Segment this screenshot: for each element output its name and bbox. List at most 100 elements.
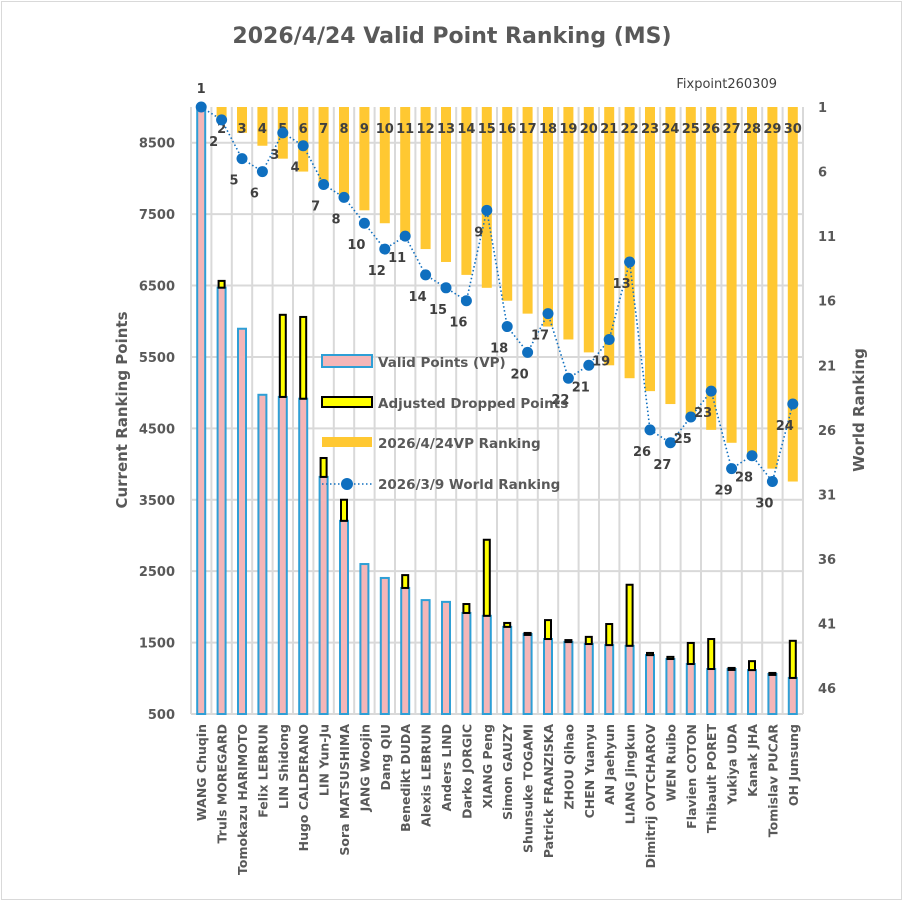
vp-ranking-label: 19 [559,122,577,137]
world-ranking-label: 12 [368,264,386,279]
vp-ranking-bar [420,107,431,250]
category-label: LIN Yun-Ju [317,724,332,796]
category-label: Darko JORGIC [459,724,474,819]
category-label: Hugo CALDERANO [296,724,311,851]
category-label: Truls MOREGARD [215,724,230,843]
dropped-points-bar [482,538,491,617]
world-ranking-label: 8 [331,212,340,227]
world-ranking-label: 24 [776,419,794,434]
vp-ranking-label: 13 [437,122,455,137]
valid-points-bar [441,600,451,716]
category-label: Kanak JHA [745,724,760,797]
vp-ranking-bar [318,107,329,185]
dropped-points-bar [278,313,287,398]
world-ranking-marker [277,127,289,139]
world-ranking-label: 17 [531,329,549,344]
world-ranking-marker [603,333,615,345]
valid-points-bar [420,599,431,715]
dropped-points-bar [686,641,695,666]
valid-points-bar [359,563,370,715]
category-label: LIN Shidong [276,724,291,809]
world-ranking-label: 13 [613,277,631,292]
chart-title: 2026/4/24 Valid Point Ranking (MS) [232,24,671,49]
valid-points-bar [502,625,513,715]
category-label: Dimitrij OVTCHAROV [643,724,658,869]
vp-ranking-label: 7 [319,122,328,137]
vp-ranking-bar [563,107,574,340]
dropped-points-bar [625,583,634,647]
valid-points-bar [583,643,594,716]
vp-ranking-label: 27 [723,122,741,137]
world-ranking-label: 19 [592,354,610,369]
valid-points-bar [706,668,717,715]
world-ranking-label: 6 [250,187,259,202]
world-ranking-marker [726,463,738,475]
y2-tick-label: 11 [818,230,836,245]
vp-ranking-label: 17 [519,122,537,137]
dropped-points-bar [544,619,552,641]
category-label: Thibault PORET [704,724,719,834]
y-tick-label: 3500 [139,494,175,509]
vp-ranking-label: 12 [417,122,435,137]
world-ranking-label: 11 [388,251,406,266]
world-ranking-label: 2 [209,135,218,150]
y2-tick-label: 21 [818,359,836,374]
valid-points-bar [257,393,268,715]
legend-swatch-dropped [321,396,373,408]
legend-swatch-vp-ranking [322,437,372,447]
vp-ranking-bar [665,107,676,405]
dropped-points-bar [564,639,573,644]
vp-ranking-label: 9 [360,122,369,137]
vp-ranking-label: 30 [784,122,802,137]
dropped-points-bar [646,651,654,657]
vp-ranking-bar [257,107,268,146]
dropped-points-bar [319,456,328,478]
world-ranking-label: 10 [347,238,365,253]
category-label: LIANG Jingkun [623,724,638,824]
vp-ranking-label: 10 [376,122,394,137]
world-ranking-marker [236,153,248,165]
world-ranking-label: 16 [449,316,467,331]
valid-points-bar [216,286,227,715]
world-ranking-label: 3 [270,148,279,163]
dropped-points-bar [748,660,756,672]
dropped-points-bar [462,603,471,614]
vp-ranking-label: 6 [299,122,308,137]
category-label: WEN Ruibo [663,724,678,802]
vp-ranking-bar [685,107,696,417]
category-label: Flavien COTON [684,724,699,829]
world-ranking-label: 22 [551,393,569,408]
world-ranking-label: 23 [694,406,712,421]
world-ranking-marker [644,424,656,436]
axis-ticks: 5001500250035004500550065007500850016111… [139,101,836,723]
world-ranking-label: 18 [490,342,508,357]
y-tick-label: 1500 [139,637,175,652]
vp-ranking-label: 14 [457,122,475,137]
vp-ranking-bar [481,107,492,288]
valid-points-bars [196,106,798,716]
vp-ranking-bar [400,107,411,237]
vp-ranking-label: 20 [580,122,598,137]
vp-ranking-label: 25 [682,122,700,137]
dropped-points-bar [217,279,226,289]
world-ranking-label: 5 [229,174,238,189]
category-label: Shunsuke TOGAMI [521,724,536,853]
category-label: Yukiya UDA [725,724,740,806]
y-tick-label: 6500 [139,280,175,295]
category-label: Patrick FRANZISKA [541,724,556,858]
world-ranking-marker [440,282,452,294]
world-ranking-marker [481,204,493,216]
world-ranking-marker [297,140,309,152]
vp-ranking-label: 3 [237,122,246,137]
y2-tick-label: 6 [818,166,827,181]
y-tick-label: 2500 [139,565,175,580]
category-label: AN Jaehyun [602,724,617,805]
category-label: Simon GAUZY [500,723,515,820]
valid-points-bar [318,475,329,715]
vp-ranking-label: 8 [339,122,348,137]
world-ranking-label: 20 [511,367,529,382]
world-ranking-marker [399,230,411,242]
legend-label-vp-ranking: 2026/4/24VP Ranking [378,436,541,452]
vp-ranking-bar [747,107,757,456]
dropped-points-bar [768,671,777,676]
